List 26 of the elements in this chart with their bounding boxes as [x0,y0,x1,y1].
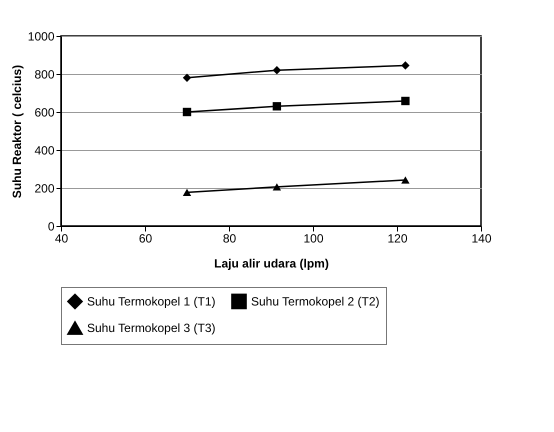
point [182,74,192,82]
point [401,176,410,184]
x-tick-label: 120 [387,232,408,246]
x-tick-label: 60 [138,232,152,246]
point [272,102,282,110]
x-axis-title: Laju alir udara (lpm) [214,256,329,270]
legend-label: Suhu Termokopel 1 (T1) [87,294,216,308]
point [401,96,410,106]
legend-label: Suhu Termokopel 2 (T2) [251,294,380,308]
y-tick-label: 800 [34,68,55,82]
y-axis-title: Suhu Reaktor ( celcius) [10,64,24,198]
point [401,61,410,70]
x-tick-label: 140 [471,232,492,246]
y-tick-label: 0 [48,220,55,234]
y-tick-label: 200 [34,182,55,196]
y-tick-label: 600 [34,106,55,120]
point [182,108,192,116]
x-tick-label: 100 [303,232,324,246]
x-tick-label: 80 [222,232,236,246]
y-tick-label: 400 [34,144,55,158]
point [272,183,282,190]
y-tick-label: 1000 [28,30,55,44]
point [272,66,282,74]
x-tick-label: 40 [54,232,68,246]
point [182,188,192,196]
legend-label: Suhu Termokopel 3 (T3) [87,321,216,335]
